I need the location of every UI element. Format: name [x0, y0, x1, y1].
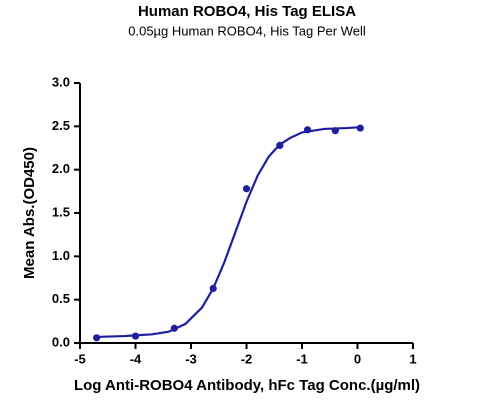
- x-tick-label: 0: [354, 351, 361, 366]
- y-tick-label: 1.5: [52, 204, 70, 219]
- fit-curve: [96, 126, 361, 339]
- y-tick-label: 1.0: [52, 248, 70, 263]
- x-tick-label: -4: [130, 351, 142, 366]
- y-tick-label: 2.5: [52, 118, 70, 133]
- x-tick-label: -2: [241, 351, 253, 366]
- chart-title: Human ROBO4, His Tag ELISA: [138, 3, 356, 20]
- x-tick-label: -1: [296, 351, 308, 366]
- x-tick-label: -5: [74, 351, 86, 366]
- chart-subtitle: 0.05µg Human ROBO4, His Tag Per Well: [128, 23, 366, 38]
- data-point: [242, 185, 251, 193]
- y-axis-label: Mean Abs.(OD450): [21, 147, 38, 279]
- x-tick-label: -3: [185, 351, 197, 366]
- y-tick-label: 0.5: [52, 291, 70, 306]
- x-axis-label: Log Anti-ROBO4 Antibody, hFc Tag Conc.(µ…: [74, 377, 420, 394]
- y-tick-label: 0.0: [52, 334, 70, 349]
- y-tick-label: 2.0: [52, 161, 70, 176]
- x-tick-label: 1: [409, 351, 416, 366]
- y-tick-label: 3.0: [52, 74, 70, 89]
